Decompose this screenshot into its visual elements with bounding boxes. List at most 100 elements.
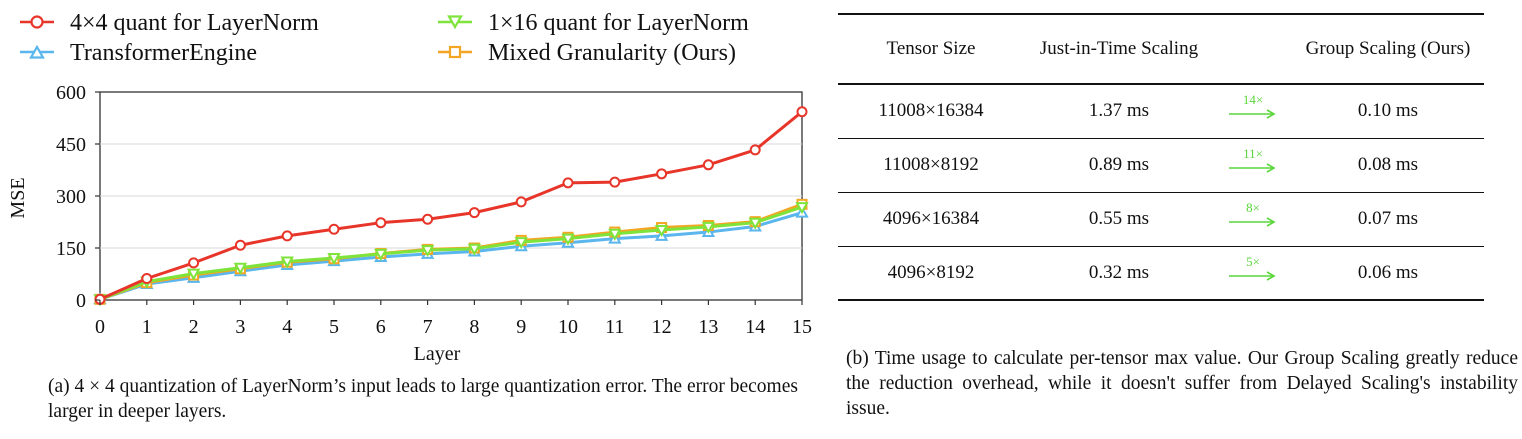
table-row: 11008×16384 1.37 ms 14× 0.10 ms [838,84,1484,139]
cell-jit: 0.89 ms [1024,138,1214,193]
cell-jit: 1.37 ms [1024,84,1214,139]
x-tick-label: 7 [423,316,433,338]
x-tick-label: 10 [558,316,578,338]
x-tick-label: 1 [142,316,152,338]
cell-group: 0.08 ms [1292,138,1484,193]
speedup-arrow: 8× [1227,201,1279,231]
table-row: 4096×16384 0.55 ms 8× 0.07 ms [838,192,1484,247]
legend-item-1x16: 1×16 quant for LayerNorm [438,10,749,36]
data-point [328,223,340,235]
table-body: 11008×16384 1.37 ms 14× 0.10 ms 11008×81… [838,84,1484,301]
x-tick-label: 4 [282,316,292,338]
data-point [234,239,246,251]
cell-size: 11008×8192 [838,138,1024,193]
data-point [608,228,622,241]
legend-label-mixed: Mixed Granularity (Ours) [488,40,736,66]
table-row: 11008×8192 0.89 ms 11× 0.08 ms [838,138,1484,193]
speedup-arrow: 14× [1227,93,1279,123]
data-point [188,257,200,269]
data-point [748,217,762,230]
cell-group: 0.07 ms [1292,192,1484,247]
header-arrow-spacer [1214,13,1292,85]
cell-size: 4096×16384 [838,192,1024,247]
series-line [99,211,803,301]
data-point [327,253,341,266]
cell-jit: 0.32 ms [1024,246,1214,301]
x-tick-label: 5 [329,316,339,338]
data-point [795,202,809,215]
cell-speedup: 14× [1214,84,1292,139]
y-tick-label: 0 [76,290,86,312]
series-4-4-quant-for-layernorm [94,106,808,305]
y-tick-label: 450 [56,134,86,156]
series-layer [93,106,809,307]
data-point [375,217,387,229]
speedup-label: 5× [1246,253,1260,269]
y-axis-label: MSE [7,177,29,218]
legend-label-4x4: 4×4 quant for LayerNorm [70,10,319,36]
right-arrow-icon [1229,109,1276,119]
x-tick-label: 13 [698,316,718,338]
speedup-label: 14× [1242,92,1264,108]
legend-item-transformerengine: TransformerEngine [20,40,257,66]
header-group: Group Scaling (Ours) [1292,13,1484,85]
data-point [701,221,716,234]
caption-b: (b) Time usage to calculate per-tensor m… [846,348,1518,419]
data-point [233,262,248,275]
header-jit: Just-in-Time Scaling [1024,13,1214,85]
mse-line-chart: 4×4 quant for LayerNorm 1×16 quant for L… [7,10,812,365]
caption-a: (a) 4 × 4 quantization of LayerNorm’s in… [48,376,798,422]
data-point [420,245,435,258]
x-tick-label: 9 [516,316,526,338]
right-arrow-icon [1229,163,1276,173]
data-point [654,224,669,238]
cell-size: 11008×16384 [838,84,1024,139]
data-point [280,256,294,269]
data-point [141,273,153,285]
x-tick-label: 3 [235,316,245,338]
cell-jit: 0.55 ms [1024,192,1214,247]
data-point [796,106,808,118]
header-tensor-size: Tensor Size [838,13,1024,85]
legend-item-4x4: 4×4 quant for LayerNorm [20,10,319,36]
cell-speedup: 8× [1214,192,1292,247]
right-arrow-icon [1229,271,1276,281]
cell-group: 0.10 ms [1292,84,1484,139]
table-header-row: Tensor Size Just-in-Time Scaling Group S… [838,13,1484,85]
data-point [609,176,621,188]
x-tick-label: 14 [745,316,765,338]
data-point [374,248,388,261]
data-point [281,230,293,242]
data-point [422,213,434,225]
data-point [468,207,480,219]
y-tick-label: 600 [56,82,86,104]
mse-chart-panel: 4×4 quant for LayerNorm 1×16 quant for L… [7,10,812,422]
data-point [562,177,574,189]
cell-speedup: 5× [1214,246,1292,301]
x-tick-label: 15 [792,316,812,338]
x-tick-label: 11 [605,316,624,338]
speedup-label: 8× [1246,200,1260,215]
y-tick-label: 150 [56,238,86,260]
series-transformerengine [93,205,809,305]
scaling-time-table: Tensor Size Just-in-Time Scaling Group S… [838,13,1484,301]
data-point [561,233,575,246]
x-axis-label: Layer [414,343,461,365]
x-tick-label: 2 [189,316,199,338]
data-point [656,168,668,180]
series-line [99,205,803,301]
x-tick-label: 0 [95,316,105,338]
data-point [702,159,714,171]
speedup-arrow: 5× [1227,253,1279,285]
data-point [467,243,482,256]
series-line [99,110,803,301]
legend-item-mixed: Mixed Granularity (Ours) [438,40,736,66]
chart-legend: 4×4 quant for LayerNorm 1×16 quant for L… [20,10,749,66]
x-tick-label: 6 [376,316,386,338]
legend-label-transformerengine: TransformerEngine [70,40,257,66]
cell-size: 4096×8192 [838,246,1024,301]
data-point [514,237,528,250]
x-tick-label: 8 [469,316,479,338]
scaling-table-panel: Tensor Size Just-in-Time Scaling Group S… [838,0,1522,439]
